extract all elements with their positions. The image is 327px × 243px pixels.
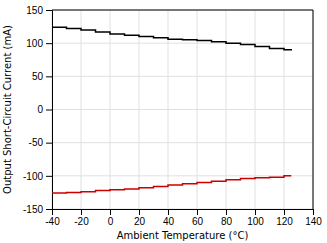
- plot: -40 -20 0 20 40 60 80 100 120 140 -150 -100 -50 0 50 10…: [23, 5, 322, 227]
- y-axis-title: Output Short-Circuit Current (mA): [2, 25, 13, 194]
- tick-label: 60: [192, 216, 204, 227]
- tick-label: 140: [305, 216, 322, 227]
- tick: 40: [163, 209, 175, 227]
- tick-label: 100: [26, 38, 43, 49]
- grid-line: [52, 175, 313, 176]
- tick: -40: [45, 209, 60, 227]
- tick-label: 20: [134, 216, 146, 227]
- frame: [52, 10, 313, 11]
- grid-line: [52, 76, 313, 77]
- tick-mark: [197, 209, 198, 215]
- tick: 100: [247, 209, 264, 227]
- series-line: [52, 27, 291, 50]
- tick: -20: [74, 209, 89, 227]
- tick-mark: [255, 209, 256, 215]
- tick-mark: [168, 209, 169, 215]
- tick: 60: [192, 209, 204, 227]
- tick: -50: [29, 137, 52, 148]
- tick-mark: [284, 209, 285, 215]
- tick-mark: [139, 209, 140, 215]
- tick: 120: [276, 209, 293, 227]
- tick-label: 80: [221, 216, 233, 227]
- tick-mark: [110, 209, 111, 215]
- tick-mark: [46, 176, 52, 177]
- tick-label: -150: [23, 204, 43, 215]
- tick-label: -100: [23, 171, 43, 182]
- tick-mark: [46, 43, 52, 44]
- tick: 80: [221, 209, 233, 227]
- tick: 50: [32, 71, 52, 82]
- tick-label: -50: [29, 137, 44, 148]
- grid: [52, 10, 313, 209]
- tick-mark: [46, 10, 52, 11]
- tick-mark: [46, 76, 52, 77]
- x-axis: -40 -20 0 20 40 60 80 100 120 140: [45, 209, 322, 227]
- tick-label: 50: [32, 71, 44, 82]
- axis-line: [46, 11, 53, 210]
- tick: 0: [108, 209, 114, 227]
- grid-line: [52, 109, 313, 110]
- tick-mark: [313, 209, 314, 215]
- grid-line: [52, 43, 313, 44]
- tick-label: 150: [26, 5, 43, 16]
- tick-label: 40: [163, 216, 175, 227]
- tick: -100: [23, 171, 52, 182]
- grid-line: [52, 10, 313, 11]
- tick: -150: [23, 204, 52, 215]
- tick: 0: [37, 104, 52, 115]
- frame: [313, 10, 314, 209]
- tick-label: -40: [45, 216, 60, 227]
- tick-mark: [46, 143, 52, 144]
- grid-line: [52, 142, 313, 143]
- tick-mark: [226, 209, 227, 215]
- tick-mark: [46, 209, 52, 210]
- tick-mark: [46, 110, 52, 111]
- chart: -40 -20 0 20 40 60 80 100 120 140 -150 -100 -50 0 50 10…: [0, 0, 327, 243]
- tick-label: 0: [108, 216, 114, 227]
- tick-mark: [81, 209, 82, 215]
- tick-label: 100: [247, 216, 264, 227]
- tick: 100: [26, 38, 52, 49]
- tick-label: 120: [276, 216, 293, 227]
- tick: 150: [26, 5, 52, 16]
- axis-line: [53, 210, 314, 216]
- y-axis: -150 -100 -50 0 50 100 150: [23, 5, 53, 215]
- tick: 20: [134, 209, 146, 227]
- series-line: [52, 176, 291, 193]
- grid-line: [313, 10, 314, 209]
- tick-label: 0: [37, 104, 43, 115]
- tick-label: -20: [74, 216, 89, 227]
- lines: [52, 27, 291, 193]
- x-axis-title: Ambient Temperature (°C): [117, 230, 249, 241]
- tick: 140: [305, 209, 322, 227]
